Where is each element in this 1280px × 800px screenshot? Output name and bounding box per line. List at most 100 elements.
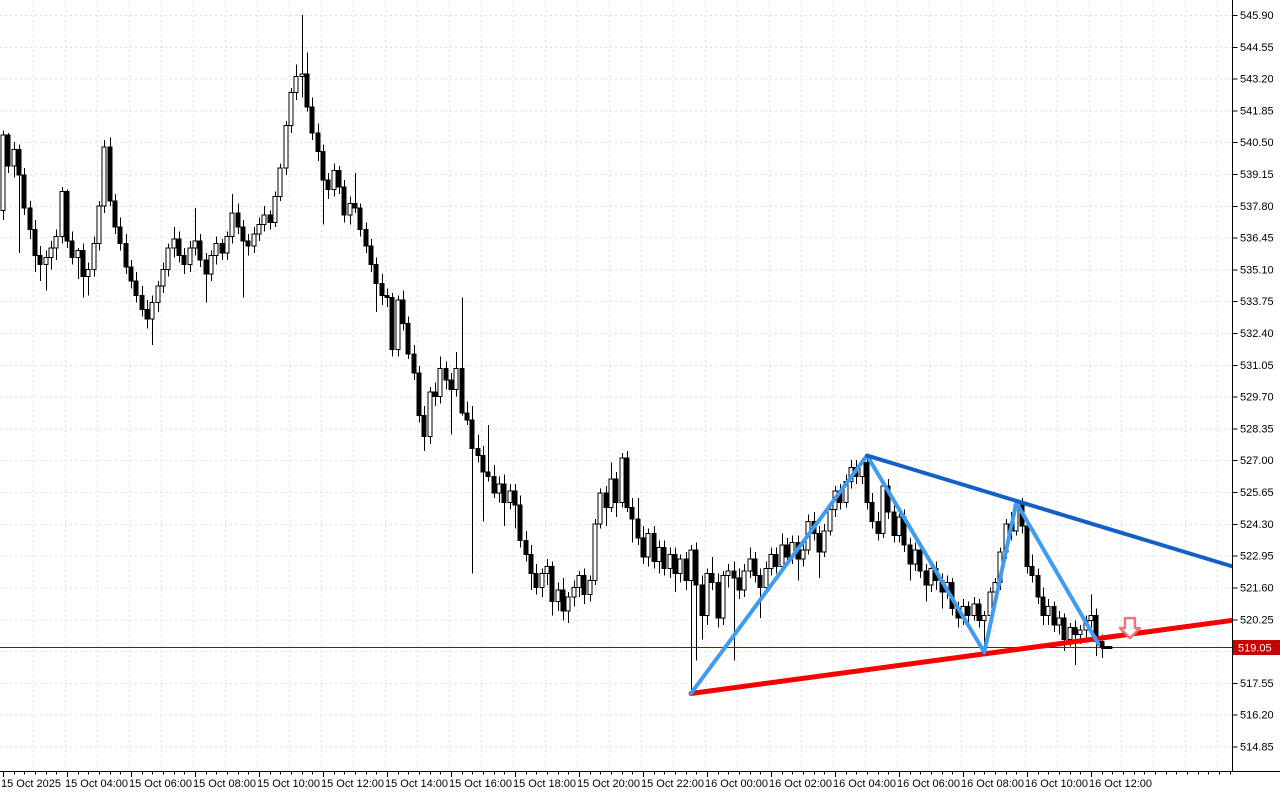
candle [32, 219, 38, 272]
candle [608, 462, 614, 513]
candle [485, 424, 491, 482]
upper-trendline[interactable] [865, 453, 1234, 569]
time-axis: 15 Oct 2025 15 Oct 04:00 15 Oct 06:00 15 Oc… [1, 772, 1231, 790]
candle-body [517, 504, 523, 541]
candle [784, 537, 790, 564]
candle-body [1035, 575, 1041, 598]
price-badge-label: 519.05 [1238, 643, 1272, 655]
price-tick-label: 541.85 [1240, 105, 1274, 117]
candle-body [69, 240, 75, 259]
candle [459, 297, 465, 416]
candle [43, 250, 49, 291]
candle [645, 528, 651, 567]
candle-body [981, 615, 987, 621]
time-label: 16 Oct 08:00 [961, 778, 1024, 790]
sell-signal-down-arrow-icon[interactable] [1118, 616, 1142, 640]
candle [85, 262, 91, 296]
candle [757, 568, 763, 619]
time-label: 15 Oct 08:00 [193, 778, 256, 790]
candle-body [213, 243, 219, 256]
candle-body [565, 596, 571, 612]
candle [336, 165, 342, 195]
candle-body [875, 520, 881, 534]
candle-body [347, 202, 353, 216]
candle-body [421, 414, 427, 438]
candle-body [720, 575, 726, 619]
candle [571, 580, 577, 607]
candle-body [816, 532, 822, 553]
candle-body [736, 577, 742, 591]
candle [309, 97, 315, 140]
candle-body [581, 575, 587, 596]
candle [539, 568, 545, 597]
candle [629, 497, 635, 543]
candle-body [539, 572, 545, 588]
candle [21, 168, 27, 216]
candle-body [59, 191, 65, 237]
candle-body [368, 245, 374, 266]
time-label: 16 Oct 04:00 [833, 778, 896, 790]
candle [416, 366, 422, 423]
candle-body [192, 240, 198, 249]
candle-body [523, 539, 529, 555]
pattern-zigzag-line[interactable] [689, 453, 1101, 696]
candle-body [256, 224, 262, 235]
price-tick-label: 514.85 [1240, 741, 1274, 753]
price-tick-label: 543.20 [1240, 74, 1274, 86]
candle-body [741, 570, 747, 591]
price-tick-label: 540.50 [1240, 137, 1274, 149]
support-trendline[interactable] [688, 617, 1235, 696]
candle [672, 547, 678, 593]
candle [613, 472, 619, 517]
candle-body [1077, 629, 1083, 636]
candle [411, 344, 417, 381]
candle [576, 570, 582, 597]
candle-body [629, 506, 635, 520]
candle-body [773, 553, 779, 567]
price-tick-label: 545.90 [1240, 10, 1274, 22]
candle [1029, 554, 1035, 583]
candle-body [123, 243, 129, 268]
candle-body [85, 268, 91, 277]
candle [256, 217, 262, 242]
candle [107, 137, 113, 206]
candle-body [667, 553, 673, 570]
candle-body [480, 455, 486, 473]
candle-body [144, 308, 150, 320]
candle-body [53, 235, 59, 249]
candle-body [683, 558, 689, 581]
time-label: 15 Oct 12:00 [321, 778, 384, 790]
price-tick-label: 524.30 [1240, 519, 1274, 531]
candle [59, 186, 65, 244]
candle-body [224, 235, 230, 254]
candle-body [603, 492, 609, 508]
candle-body [912, 549, 918, 565]
candle [16, 144, 22, 253]
candle-body [1029, 565, 1035, 577]
candle-body [651, 532, 657, 563]
candle-body [160, 268, 166, 287]
candle-body [1045, 605, 1051, 617]
candle [965, 601, 971, 623]
candle [165, 243, 171, 277]
candle [405, 316, 411, 359]
candle-body [107, 146, 113, 202]
candle-body [464, 412, 470, 421]
candle-body [251, 233, 257, 247]
candle-body [731, 570, 737, 579]
candle-body [197, 240, 203, 261]
time-label: 15 Oct 22:00 [641, 778, 704, 790]
candle-body [923, 570, 929, 586]
price-tick-label: 522.95 [1240, 551, 1274, 563]
time-label: 15 Oct 18:00 [513, 778, 576, 790]
candle [699, 575, 705, 640]
candle-body [709, 572, 715, 584]
candle [779, 533, 785, 571]
candle-body [149, 301, 155, 320]
price-tick-label: 539.15 [1240, 169, 1274, 181]
candle-body [1051, 605, 1057, 626]
candle [379, 274, 385, 305]
candle-body [352, 202, 358, 209]
